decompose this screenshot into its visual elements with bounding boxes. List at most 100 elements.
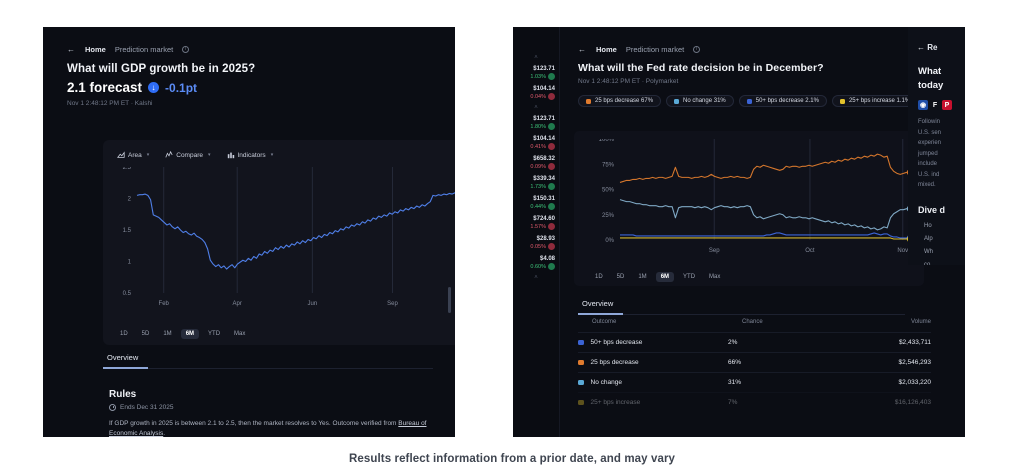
dive-list-item[interactable]: Ho	[924, 223, 932, 229]
forecast-value: 2.1 forecast	[67, 80, 143, 95]
table-header: Outcome Chance Volume	[578, 319, 931, 332]
breadcrumb-home[interactable]: Home	[596, 45, 617, 54]
indicators-dropdown[interactable]: Indicators ▾	[227, 151, 273, 159]
chart-legend[interactable]: 25 bps decrease 67% No change 31% 50+ bps …	[578, 95, 945, 107]
ticker-quote[interactable]: $658.32 0.09%	[513, 153, 559, 173]
legend-swatch	[586, 98, 591, 104]
ticker-pct: 1.57%	[530, 223, 546, 230]
cell-chance: 2%	[728, 339, 738, 346]
table-row[interactable]: 25 bps decrease 66% $2,546,293	[578, 352, 931, 372]
back-button[interactable]: ← Re	[917, 43, 938, 52]
gdp-line-chart[interactable]: 0.511.522.5FebAprJunSepNov	[115, 165, 455, 309]
gdp-chart-card: Area ▾ Compare ▾ Indicators ▾	[103, 140, 455, 345]
article-title: What today	[918, 65, 965, 93]
rules-heading: Rules	[109, 389, 137, 400]
legend-chip-1[interactable]: No change 31%	[666, 95, 734, 107]
area-dropdown[interactable]: Area ▾	[117, 151, 149, 159]
range-6m[interactable]: 6M	[655, 272, 675, 282]
table-row[interactable]: No change 31% $2,033,220	[578, 372, 931, 392]
chevron-up-icon[interactable]: ˄	[534, 105, 538, 111]
ticker-quote[interactable]: $28.93 0.05%	[513, 233, 559, 253]
ticker-direction-icon	[548, 183, 555, 190]
source-logo: F	[930, 100, 940, 110]
legend-swatch	[746, 98, 752, 104]
rules-body-link[interactable]: Bureau of Economic Analysis	[109, 420, 427, 437]
compare-label: Compare	[176, 151, 203, 159]
ticker-quote[interactable]: $339.34 1.73%	[513, 173, 559, 193]
area-chart-icon	[117, 151, 125, 158]
ticker-quote[interactable]: $123.71 1.03%	[513, 63, 559, 83]
y-tick-label: 50%	[602, 188, 615, 194]
back-arrow-icon[interactable]: ←	[67, 45, 75, 54]
ticker-quote[interactable]: $104.14 0.04%	[513, 83, 559, 103]
range-1m[interactable]: 1M	[163, 331, 172, 337]
breadcrumb[interactable]: ← Home Prediction market i	[67, 45, 439, 54]
range-5d[interactable]: 5D	[616, 274, 625, 280]
info-icon[interactable]: i	[693, 46, 701, 53]
chart-svg: 0.511.522.5FebAprJunSepNov	[123, 165, 455, 307]
ticker-change: 0.09%	[513, 163, 555, 170]
tab-overview[interactable]: Overview	[578, 295, 624, 315]
ticker-price: $339.34	[533, 176, 555, 182]
ticker-pct: 0.05%	[530, 243, 546, 250]
cell-outcome: 25+ bps increase	[578, 399, 728, 406]
ticker-sidebar[interactable]: ˄ $123.71 1.03% $104.14 0.04% ˄ $123.71 1.80% $1…	[513, 27, 560, 437]
chevron-up-icon[interactable]: ˄	[534, 55, 538, 61]
table-row[interactable]: 50+ bps decrease 2% $2,433,711	[578, 332, 931, 352]
range-1d[interactable]: 1D	[595, 274, 603, 280]
breadcrumb-section: Prediction market	[114, 45, 174, 54]
range-1m[interactable]: 1M	[638, 274, 647, 280]
breadcrumb[interactable]: ← Home Prediction market i	[578, 45, 949, 54]
legend-chip-0[interactable]: 25 bps decrease 67%	[578, 95, 662, 107]
legend-label: No change 31%	[683, 98, 726, 104]
chevron-down-icon: ▾	[146, 152, 150, 158]
back-arrow-icon[interactable]: ←	[578, 45, 586, 54]
table-row[interactable]: 25+ bps increase 7% $16,126,403	[578, 392, 931, 412]
ticker-direction-icon	[548, 123, 555, 130]
x-tick-label: Apr	[233, 301, 242, 307]
dive-list-item[interactable]: Alp	[924, 236, 933, 242]
ticker-quote[interactable]: $724.60 1.57%	[513, 213, 559, 233]
gdp-range-selector[interactable]: 1D 5D 1M 6M YTD Max	[115, 329, 250, 339]
range-5d[interactable]: 5D	[141, 331, 150, 337]
range-max[interactable]: Max	[234, 331, 246, 337]
ticker-quote[interactable]: $123.71 1.80%	[513, 113, 559, 133]
right-tab-bar[interactable]: Overview	[578, 295, 905, 315]
scrollbar-thumb[interactable]	[448, 287, 451, 313]
range-max[interactable]: Max	[709, 274, 721, 280]
ticker-quote[interactable]: $150.31 0.44%	[513, 193, 559, 213]
source-logo: ◉	[918, 100, 928, 110]
range-ytd[interactable]: YTD	[208, 331, 221, 337]
x-tick-label: Sep	[387, 301, 398, 307]
breadcrumb-home[interactable]: Home	[85, 45, 106, 54]
ticker-quote[interactable]: $104.14 0.41%	[513, 133, 559, 153]
legend-chip-2[interactable]: 50+ bps decrease 2.1%	[738, 95, 827, 107]
legend-chip-3[interactable]: 25+ bps increase 1.1%	[831, 95, 919, 107]
chevron-up-icon[interactable]: ˄	[534, 275, 538, 281]
dive-list-item[interactable]: Wh	[924, 249, 933, 255]
paragraph-line: U.S. sen	[918, 129, 942, 136]
outcome-swatch	[578, 399, 584, 406]
chevron-down-icon: ▾	[207, 152, 211, 158]
range-6m[interactable]: 6M	[180, 329, 200, 339]
ticker-change: 1.57%	[513, 223, 555, 230]
outcome-label: 25+ bps increase	[590, 399, 641, 406]
range-1d[interactable]: 1D	[120, 331, 128, 337]
ticker-pct: 0.41%	[530, 143, 546, 150]
cell-chance: 7%	[728, 399, 738, 406]
page-title: What will the Fed rate decision be in De…	[578, 62, 824, 74]
ticker-quote[interactable]: $4.08 0.60%	[513, 253, 559, 273]
tab-overview[interactable]: Overview	[103, 349, 149, 369]
fed-range-selector[interactable]: 1D 5D 1M 6M YTD Max	[590, 272, 725, 282]
legend-swatch	[839, 98, 845, 104]
left-tab-bar[interactable]: Overview	[103, 349, 433, 369]
range-ytd[interactable]: YTD	[683, 274, 696, 280]
compare-dropdown[interactable]: Compare ▾	[165, 151, 211, 159]
paragraph-line: jumped	[918, 150, 938, 157]
fed-line-chart[interactable]: 0% 25% 50% 75% 100% Sep Oct Nov	[596, 137, 914, 260]
legend-label: 25 bps decrease 67%	[595, 98, 654, 104]
outcome-label: 25 bps decrease	[590, 359, 639, 366]
ticker-price: $123.71	[533, 66, 555, 72]
info-icon[interactable]: i	[182, 46, 190, 53]
dive-list-item[interactable]: co	[924, 262, 931, 265]
